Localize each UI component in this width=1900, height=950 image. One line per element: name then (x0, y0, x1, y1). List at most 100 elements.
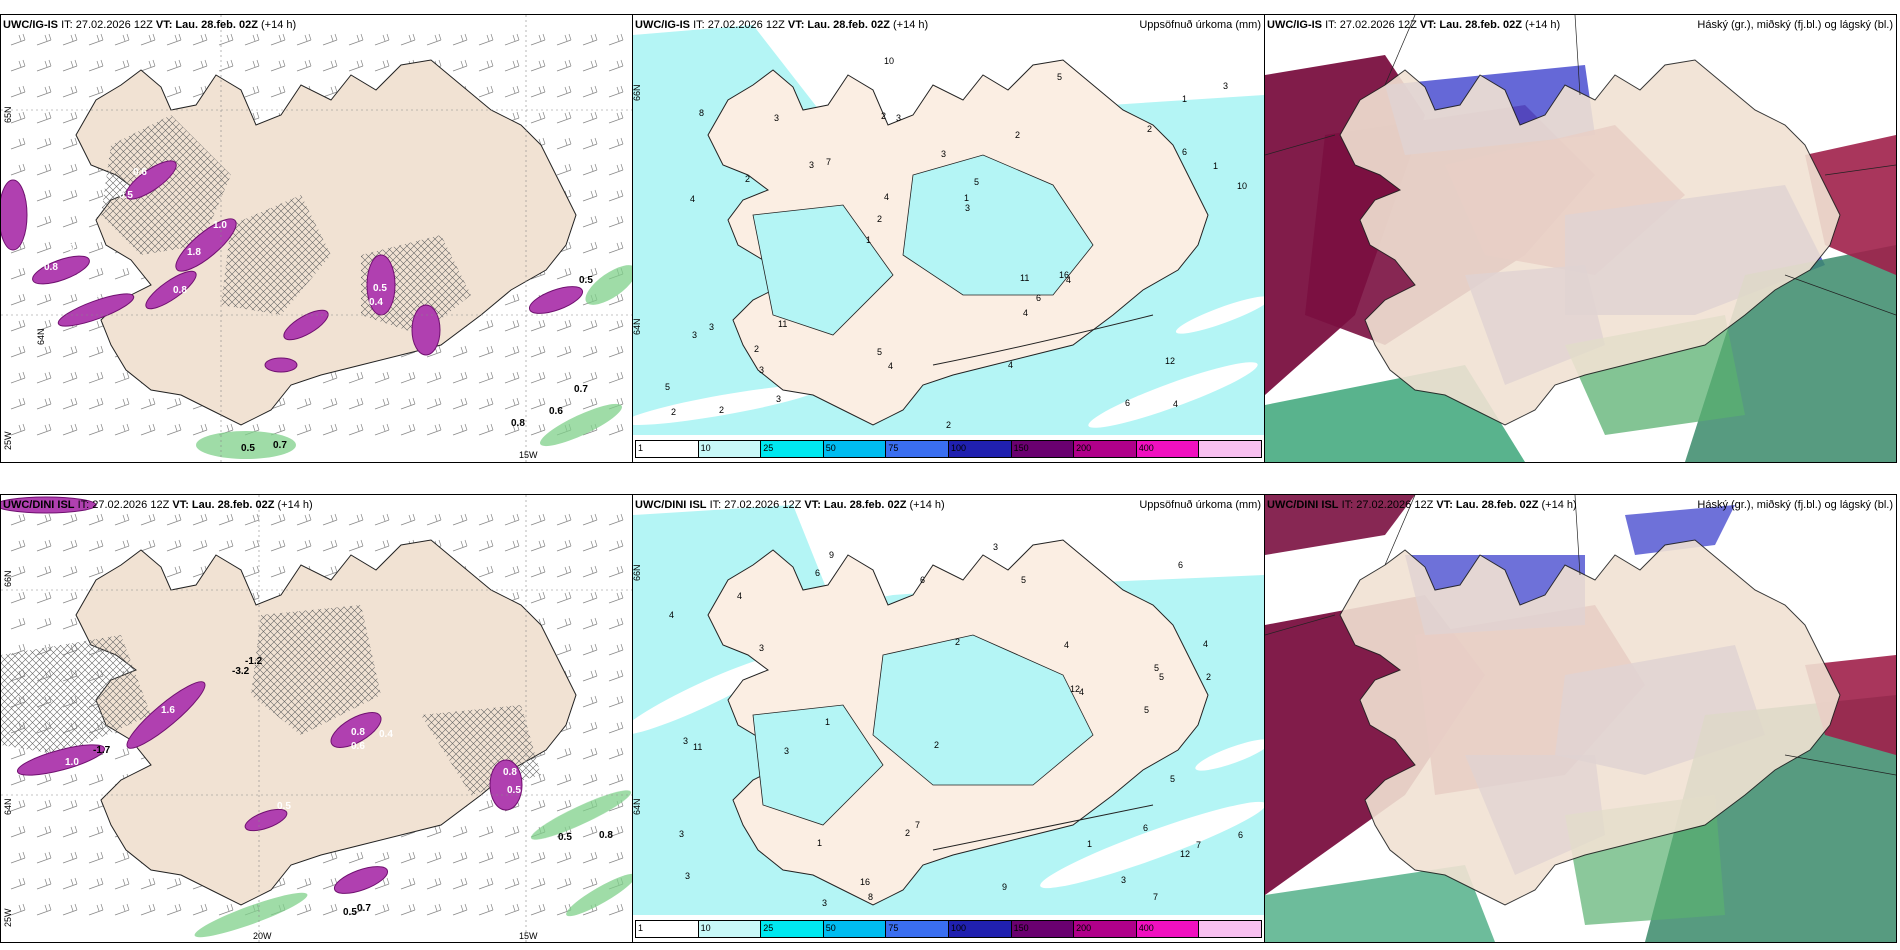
precip-value: 6 (1238, 830, 1244, 840)
colorbar-tick: 200 (1076, 443, 1092, 453)
map-canvas (1265, 15, 1896, 462)
precip-value: 16 (860, 877, 871, 887)
precip-value: 2 (905, 828, 911, 838)
value-label: 0.5 (507, 785, 521, 796)
precip-value: 4 (690, 194, 696, 204)
precip-value: 6 (1036, 293, 1042, 303)
precip-value: 3 (709, 322, 715, 332)
value-label: 0.7 (574, 384, 588, 395)
precip-value: 7 (1153, 892, 1159, 902)
value-label: 0.5 (241, 443, 255, 454)
field-label: Háský (gr.), miðský (fj.bl.) og lágský (… (1697, 499, 1893, 511)
init-time: IT: 27.02.2026 12Z (61, 19, 153, 31)
lat-label: 64N (632, 798, 642, 815)
valid-time-label: VT: (804, 499, 821, 511)
hatched-area (1, 635, 151, 755)
value-label: -3.2 (232, 666, 250, 677)
value-label: 0.4 (379, 729, 393, 740)
valid-time: Lau. 28.feb. 02Z (807, 19, 890, 31)
precip-value: 10 (1237, 181, 1248, 191)
colorbar-tick: 150 (1013, 923, 1029, 933)
precip-over-land (752, 204, 894, 336)
graticule (1265, 15, 1896, 316)
colorbar-tick: 10 (700, 923, 711, 933)
lon-label: 20W (253, 931, 272, 941)
precip-value: 3 (809, 160, 815, 170)
precip-value: 16 (1059, 270, 1070, 280)
green-patches (194, 790, 632, 938)
precip-value: 3 (965, 203, 971, 213)
map-canvas (1, 15, 632, 462)
panel-header: UWC/IG-IS IT: 27.02.2026 12Z VT: Lau. 28… (1267, 19, 1560, 31)
precip-value: 3 (759, 365, 765, 375)
value-label: 0.5 (558, 832, 572, 843)
panel-header: UWC/DINI ISL IT: 27.02.2026 12Z VT: Lau.… (635, 499, 945, 511)
hatched-area (251, 605, 381, 735)
value-label: 0.4 (369, 297, 383, 308)
colorbar-tick: 1 (638, 443, 644, 453)
value-label: 0.6 (351, 741, 365, 752)
lat-label: 64N (3, 798, 13, 815)
field-label: Uppsöfnuð úrkoma (mm) (1139, 19, 1261, 31)
precip-value: 6 (815, 568, 821, 578)
hatched-area (101, 115, 231, 255)
precip-value: 4 (1173, 399, 1179, 409)
precip-value: 5 (974, 177, 980, 187)
lon-label: 25W (3, 431, 13, 450)
colorbar-tick: 25 (763, 443, 774, 453)
model-name: UWC/DINI ISL (1267, 499, 1339, 511)
colorbar-tick: 10 (700, 443, 711, 453)
init-time: IT: 27.02.2026 12Z (77, 499, 170, 511)
precip-value: 4 (1203, 639, 1209, 649)
model-name: UWC/IG-IS (635, 19, 690, 31)
precip-value: 3 (692, 330, 698, 340)
precip-value: 2 (754, 344, 760, 354)
lead-time: (+14 h) (1525, 19, 1561, 31)
valid-time: Lau. 28.feb. 02Z (823, 499, 907, 511)
colorbar: 1 10 25 50 75 100 150 200 400 (635, 440, 1262, 458)
model-name: UWC/DINI ISL (3, 499, 75, 511)
colorbar-tick: 25 (763, 923, 774, 933)
lat-label: 66N (632, 564, 642, 581)
precip-value: 3 (759, 643, 765, 653)
field-label: Uppsöfnuð úrkoma (mm) (1139, 499, 1261, 511)
precip-value: 1 (964, 193, 970, 203)
precip-value: 1 (1087, 839, 1093, 849)
graticule (1, 15, 632, 462)
value-label: -1.2 (245, 656, 263, 667)
value-label: 1.0 (213, 220, 227, 231)
precip-value: 3 (993, 542, 999, 552)
precip-value: 11 (778, 319, 788, 329)
map-panel-cloud-igis: UWC/IG-IS IT: 27.02.2026 12Z VT: Lau. 28… (1264, 14, 1897, 463)
precip-value: 10 (884, 56, 895, 66)
precip-value: 1 (1213, 161, 1219, 171)
precip-value: 9 (829, 550, 835, 560)
panel-header: UWC/DINI ISL IT: 27.02.2026 12Z VT: Lau.… (3, 499, 313, 511)
model-name: UWC/IG-IS (1267, 19, 1322, 31)
colorbar-tick: 75 (888, 923, 899, 933)
valid-time: Lau. 28.feb. 02Z (191, 499, 275, 511)
precip-value: 4 (1066, 275, 1072, 285)
precip-value: 3 (1223, 81, 1229, 91)
precip-value: 5 (1170, 774, 1176, 784)
precip-value: 9 (1002, 882, 1008, 892)
map-canvas (633, 495, 1264, 942)
precip-value: 5 (1057, 72, 1063, 82)
precip-value: 5 (877, 347, 883, 357)
precip-blobs (1, 496, 523, 894)
colorbar-tick: 200 (1076, 923, 1092, 933)
value-label: 0.7 (69, 243, 83, 254)
colorbar-tick: 50 (825, 443, 836, 453)
colorbar-tick: 400 (1138, 443, 1154, 453)
value-label: -1.7 (93, 745, 111, 756)
precip-value: 3 (941, 149, 947, 159)
map-canvas (633, 15, 1264, 462)
colorbar-tick: 400 (1138, 923, 1154, 933)
precip-value: 4 (1023, 308, 1029, 318)
value-label: 0.8 (503, 767, 517, 778)
precip-value: 7 (1196, 840, 1202, 850)
valid-time-label: VT: (155, 19, 173, 31)
precip-value: 5 (665, 382, 671, 392)
precip-value: 4 (737, 591, 743, 601)
value-label: 0.7 (273, 440, 287, 451)
